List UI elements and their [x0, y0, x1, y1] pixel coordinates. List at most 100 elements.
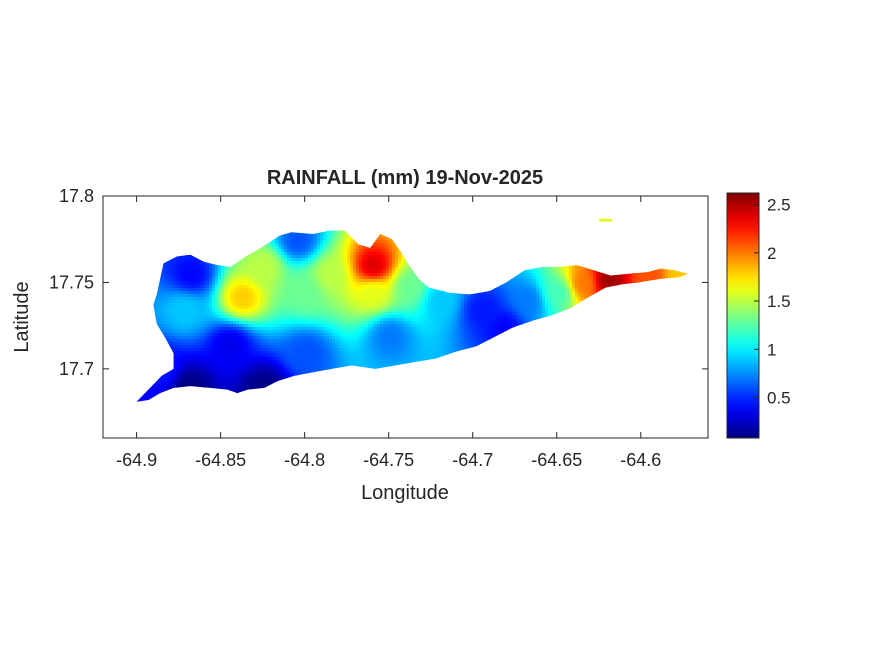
heat-cell	[293, 294, 297, 298]
heat-cell	[560, 297, 564, 301]
heat-cell	[326, 279, 330, 283]
heat-cell	[200, 264, 204, 268]
heat-cell	[248, 297, 252, 301]
heat-cell	[539, 285, 543, 289]
heat-cell	[572, 288, 576, 292]
heat-cell	[326, 246, 330, 250]
heat-cell	[272, 258, 276, 262]
heat-cell	[593, 291, 597, 295]
heat-cell	[491, 291, 495, 295]
heat-cell	[290, 249, 294, 253]
heat-cell	[305, 282, 309, 286]
heat-cell	[317, 234, 321, 238]
heat-cell	[179, 267, 183, 271]
heat-cell	[389, 303, 393, 307]
heat-cell	[641, 276, 645, 280]
heat-cell	[488, 294, 492, 298]
heat-cell	[575, 297, 579, 301]
heat-cell	[473, 303, 477, 307]
heat-cell	[395, 258, 399, 262]
heat-cell	[395, 261, 399, 265]
heat-cell	[671, 270, 675, 274]
heat-cell	[203, 285, 207, 289]
heat-cell	[278, 297, 282, 301]
heat-cell	[518, 276, 522, 280]
heat-cell	[575, 294, 579, 298]
heat-cell	[329, 285, 333, 289]
heat-cell	[407, 288, 411, 292]
heat-cell	[311, 234, 315, 238]
heat-cell	[416, 291, 420, 295]
heat-cell	[332, 240, 336, 244]
heat-cell	[428, 291, 432, 295]
heat-cell	[518, 303, 522, 307]
heat-cell	[287, 285, 291, 289]
heat-cell	[371, 279, 375, 283]
heat-cell	[557, 303, 561, 307]
heat-cell	[506, 300, 510, 304]
heat-cell	[308, 261, 312, 265]
heat-cell	[545, 285, 549, 289]
heat-cell	[656, 273, 660, 277]
heat-cell	[158, 300, 162, 304]
heat-cell	[344, 273, 348, 277]
heat-cell	[527, 300, 531, 304]
heat-cell	[503, 285, 507, 289]
heat-cell	[350, 243, 354, 247]
heat-cell	[653, 270, 657, 274]
heat-cell	[407, 303, 411, 307]
heat-cell	[254, 300, 258, 304]
heat-cell	[284, 300, 288, 304]
heat-cell	[557, 291, 561, 295]
heat-cell	[560, 303, 564, 307]
heat-cell	[308, 279, 312, 283]
heat-cell	[635, 279, 639, 283]
heat-cell	[398, 249, 402, 253]
heat-cell	[356, 291, 360, 295]
heat-cell	[203, 282, 207, 286]
heat-cell	[578, 294, 582, 298]
heat-cell	[254, 276, 258, 280]
heat-cell	[470, 300, 474, 304]
heat-cell	[311, 273, 315, 277]
heat-cell	[194, 282, 198, 286]
heat-cell	[227, 291, 231, 295]
heat-cell	[572, 297, 576, 301]
heat-cell	[206, 303, 210, 307]
heat-cell	[251, 291, 255, 295]
heat-cell	[581, 291, 585, 295]
heat-cell	[347, 279, 351, 283]
heat-cell	[251, 294, 255, 298]
heat-cell	[176, 255, 180, 259]
heat-cell	[380, 282, 384, 286]
heat-cell	[422, 303, 426, 307]
heat-cell	[551, 270, 555, 274]
heat-cell	[344, 243, 348, 247]
heat-cell	[365, 306, 369, 310]
heat-cell	[425, 303, 429, 307]
heat-cell	[242, 306, 246, 310]
heat-cell	[314, 258, 318, 262]
heat-cell	[560, 285, 564, 289]
heat-cell	[545, 273, 549, 277]
heat-cell	[266, 300, 270, 304]
heat-cell	[329, 294, 333, 298]
heat-cell	[170, 306, 174, 310]
heat-cell	[335, 276, 339, 280]
heat-cell	[380, 240, 384, 244]
heat-cell	[266, 306, 270, 310]
heat-cell	[365, 264, 369, 268]
heat-cell	[383, 237, 387, 241]
heat-cell	[362, 306, 366, 310]
heat-cell	[239, 285, 243, 289]
heat-cell	[575, 300, 579, 304]
heat-cell	[341, 276, 345, 280]
heat-cell	[455, 303, 459, 307]
heat-cell	[311, 261, 315, 265]
heat-cell	[311, 270, 315, 274]
heat-cell	[521, 306, 525, 310]
heat-cell	[377, 261, 381, 265]
heat-cell	[248, 294, 252, 298]
heat-cell	[341, 300, 345, 304]
heat-cell	[290, 285, 294, 289]
